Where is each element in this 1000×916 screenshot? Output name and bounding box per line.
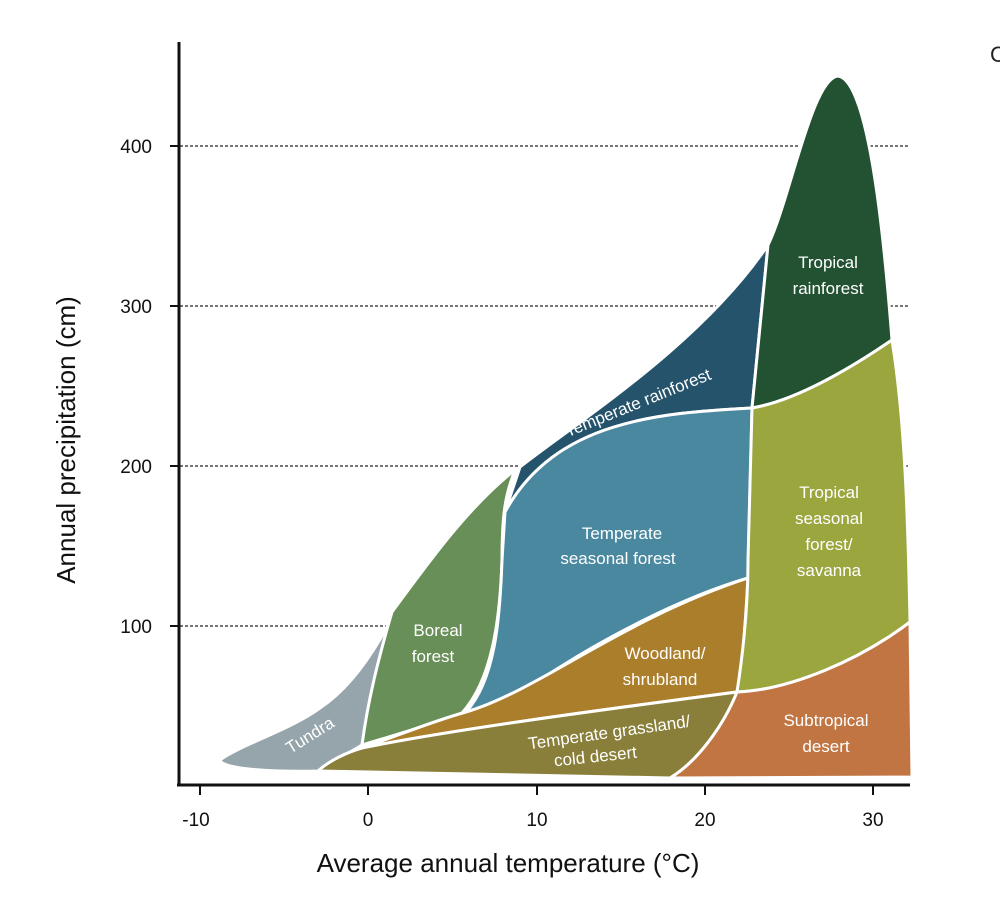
label-subtropical-desert-1: Subtropical: [783, 711, 868, 730]
region-temperate-seasonal-forest: [464, 406, 754, 714]
x-axis-title: Average annual temperature (°C): [317, 848, 700, 878]
label-boreal-1: Boreal: [413, 621, 462, 640]
y-axis-title: Annual precipitation (cm): [51, 296, 81, 584]
label-temperate-seasonal-2: seasonal forest: [560, 549, 676, 568]
x-tick-label: 10: [526, 810, 547, 831]
axes: 400 300 200 100 -10 0 10 20 30 Average a…: [51, 42, 910, 878]
y-tick-label: 300: [120, 297, 152, 318]
y-tick-label: 400: [120, 137, 152, 158]
label-temperate-seasonal-1: Temperate: [582, 524, 662, 543]
region-subtropical-desert: [668, 620, 914, 780]
label-tropical-seasonal-2: seasonal: [795, 509, 863, 528]
label-tropical-rainforest-1: Tropical: [798, 253, 858, 272]
label-tropical-seasonal-1: Tropical: [799, 483, 859, 502]
x-tick-label: 0: [363, 810, 374, 831]
x-tick-label: 30: [862, 810, 883, 831]
label-tropical-seasonal-3: forest/: [805, 535, 853, 554]
label-subtropical-desert-2: desert: [802, 737, 850, 756]
cropped-text-fragment: C: [990, 42, 1000, 67]
region-tropical-seasonal-forest-savanna: [735, 338, 912, 694]
label-woodland-1: Woodland/: [625, 644, 706, 663]
y-tick-label: 200: [120, 457, 152, 478]
y-tick-label: 100: [120, 617, 152, 638]
label-boreal-2: forest: [412, 647, 455, 666]
label-tropical-rainforest-2: rainforest: [793, 279, 864, 298]
label-woodland-2: shrubland: [623, 670, 698, 689]
x-tick-label: 20: [694, 810, 715, 831]
x-tick-label: -10: [182, 810, 209, 831]
label-tropical-seasonal-4: savanna: [797, 561, 862, 580]
